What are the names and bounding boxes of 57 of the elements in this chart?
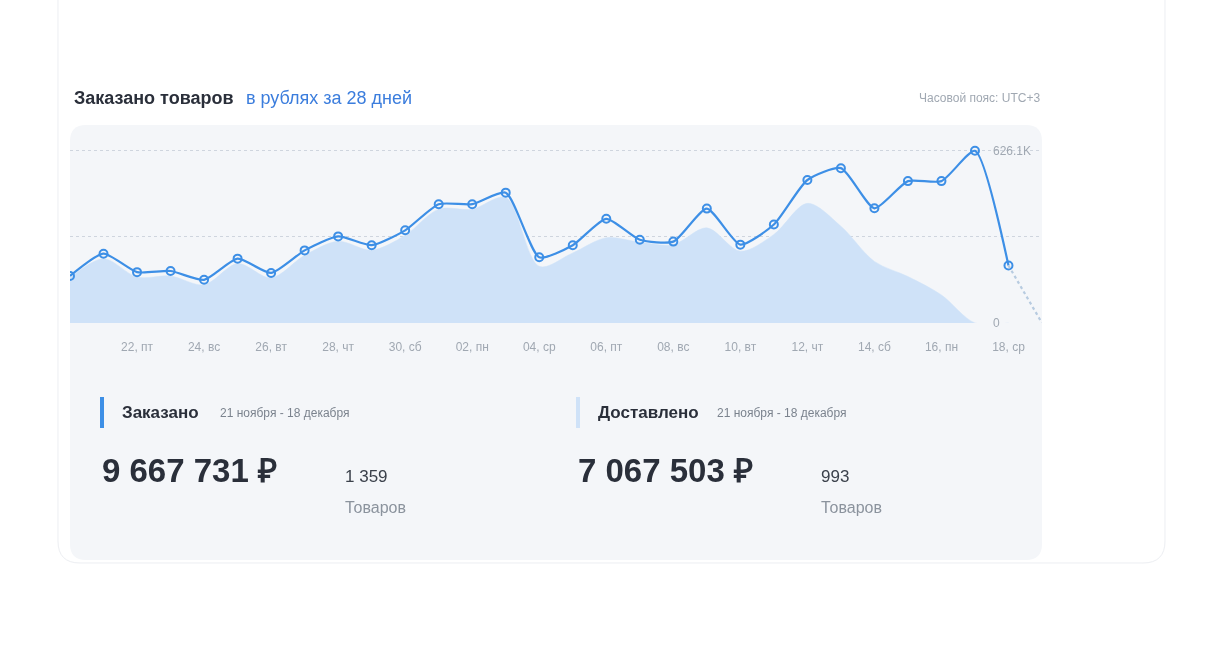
legend-label: Заказано [122,403,199,422]
point [835,163,846,174]
point [333,231,344,242]
text: 21 ноября - 18 декабря [220,406,350,420]
point [98,248,109,259]
x-tick-label: 16, пн [924,340,959,355]
text: Товаров [345,499,406,516]
point [902,176,913,187]
point [199,274,210,285]
point [634,234,645,245]
x-tick-label: 18, ср [992,340,1026,355]
x-tick-label: 06, пт [590,340,623,355]
x-tick-label: 04, ср [522,340,556,355]
point [266,267,277,278]
point [735,239,746,250]
x-tick-label: 24, вс [187,340,221,355]
point [299,245,310,256]
x-tick-label: 28, чт [322,340,355,355]
point [534,252,545,263]
point [969,145,980,156]
legend-label: Доставлено [598,403,699,422]
y-tick-label: 626.1K [993,144,1032,159]
text: 21 ноября - 18 декабря [717,406,847,420]
chart-subtitle: в рублях за 28 дней [246,88,413,108]
text: Товаров [821,499,882,516]
text: 9 667 731 ₽ [102,452,277,489]
x-tick-label: 10, вт [724,340,757,355]
point [701,203,712,214]
point [601,213,612,224]
text: 7 067 503 ₽ [578,452,753,489]
point [936,176,947,187]
point [869,203,880,214]
point [768,219,779,230]
point [1003,260,1014,271]
point [366,240,377,251]
point [165,266,176,277]
x-tick-label: 14, сб [857,340,891,355]
x-tick-label: 08, вс [657,340,690,355]
point [433,199,444,210]
x-tick-label: 22, пт [121,340,154,355]
point [400,225,411,236]
x-tick-label: 30, сб [388,340,422,355]
point [132,267,143,278]
point [467,199,478,210]
x-tick-label: 12, чт [791,340,824,355]
y-tick-label: 0 [993,316,1000,331]
x-tick-label: 02, пн [455,340,489,355]
x-tick-label: 26, вт [255,340,288,355]
chart-title: Заказано товаров [74,88,234,108]
text: Часовой пояс: UTC+3 [919,91,1041,105]
point [567,240,578,251]
point [500,187,511,198]
point [232,253,243,264]
point [668,236,679,247]
text: 1 359 [345,467,388,486]
point [802,175,813,185]
text: 993 [821,467,850,486]
